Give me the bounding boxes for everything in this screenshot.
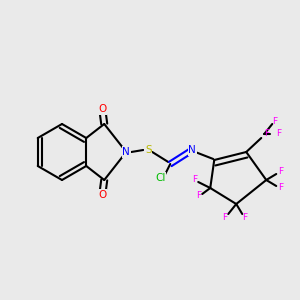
- Text: S: S: [145, 145, 152, 155]
- Text: F: F: [264, 130, 269, 139]
- Text: F: F: [276, 128, 281, 137]
- Text: F: F: [222, 214, 227, 223]
- Text: O: O: [98, 104, 106, 114]
- Text: Cl: Cl: [155, 173, 165, 183]
- Text: F: F: [242, 214, 247, 223]
- Text: O: O: [98, 190, 106, 200]
- Text: S: S: [145, 145, 152, 155]
- Text: F: F: [272, 118, 277, 127]
- Text: F: F: [278, 167, 283, 176]
- Text: N: N: [122, 147, 130, 157]
- Text: N: N: [188, 145, 196, 155]
- Text: O: O: [98, 190, 106, 200]
- Text: N: N: [122, 147, 130, 157]
- Text: F: F: [192, 176, 197, 184]
- Text: F: F: [278, 184, 283, 193]
- Text: N: N: [188, 145, 196, 155]
- Text: Cl: Cl: [155, 173, 165, 183]
- Text: F: F: [196, 191, 201, 200]
- Text: O: O: [98, 104, 106, 114]
